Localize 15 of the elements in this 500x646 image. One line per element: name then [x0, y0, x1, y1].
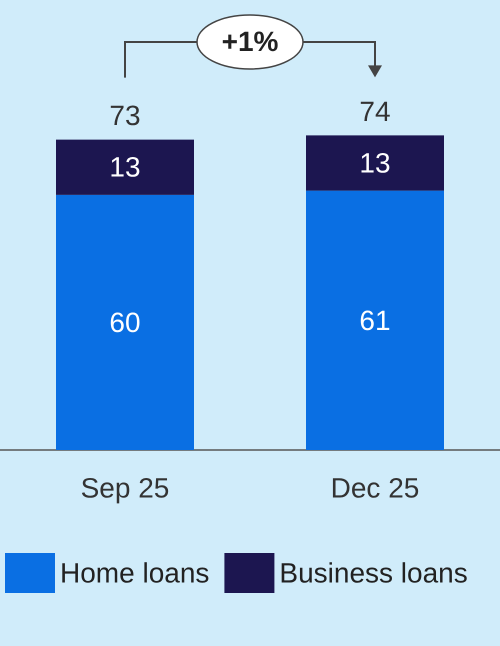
total-label: 73: [109, 100, 141, 132]
bar: [56, 140, 194, 195]
data-label: 61: [359, 304, 391, 336]
legend-label: Home loans: [60, 558, 210, 588]
data-label: 13: [109, 152, 141, 183]
x-tick-label: Dec 25: [330, 472, 420, 504]
data-label: 13: [359, 147, 391, 178]
bar: [306, 135, 444, 191]
data-label: 60: [109, 306, 141, 338]
total-label: 74: [359, 96, 391, 127]
bar: [306, 190, 444, 450]
x-tick-label: Sep 25: [80, 472, 170, 504]
text: +1%: [222, 26, 278, 58]
bar: [56, 194, 194, 450]
legend-label: Business loans: [279, 558, 468, 588]
